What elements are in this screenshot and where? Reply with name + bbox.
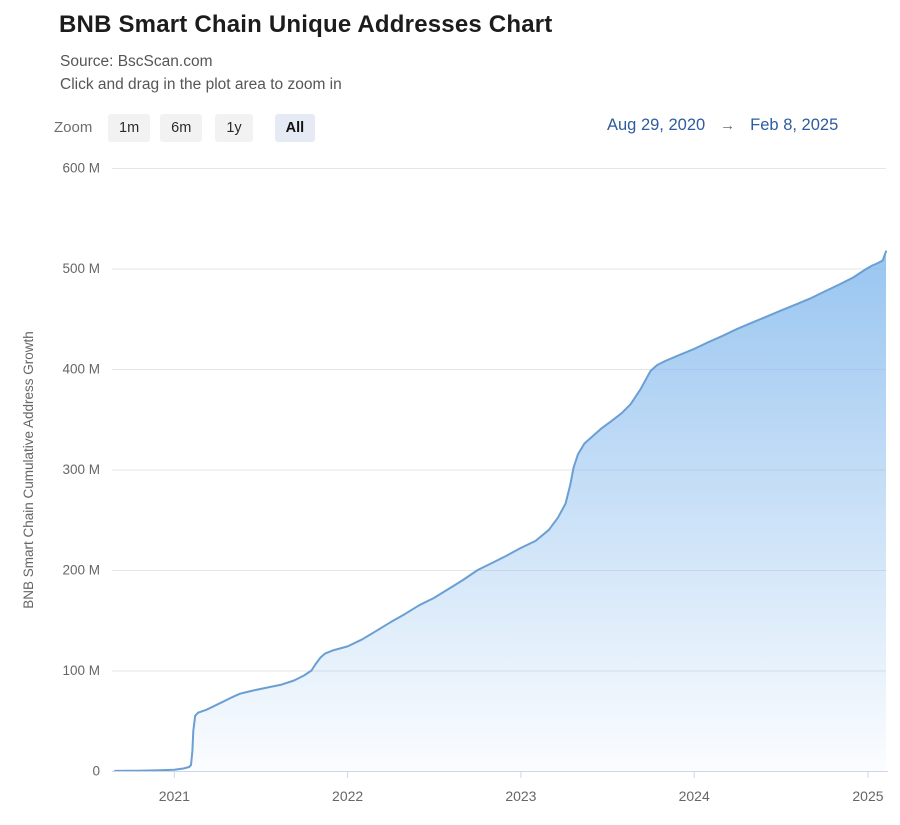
chart-zoom-hint: Click and drag in the plot area to zoom … — [60, 76, 342, 93]
y-axis-label: 100 M — [62, 663, 100, 678]
y-axis-label: 400 M — [62, 362, 100, 377]
date-range-selector: Aug 29, 2020 → Feb 8, 2025 — [607, 116, 838, 135]
range-from-input[interactable]: Aug 29, 2020 — [607, 116, 706, 134]
series-group — [114, 250, 887, 772]
zoom-label: Zoom — [54, 119, 93, 136]
x-axis-label: 2025 — [852, 788, 883, 804]
zoom-button-6m[interactable]: 6m — [160, 114, 203, 142]
plot-area[interactable] — [112, 168, 886, 771]
zoom-button-all[interactable]: All — [274, 114, 316, 142]
series-area — [115, 251, 886, 771]
page-title: BNB Smart Chain Unique Addresses Chart — [59, 11, 553, 38]
range-to-input[interactable]: Feb 8, 2025 — [750, 116, 839, 134]
zoom-button-1m[interactable]: 1m — [108, 114, 151, 142]
zoom-button-1y[interactable]: 1y — [215, 114, 253, 142]
y-axis-label: 300 M — [62, 462, 100, 477]
y-axis-label: 600 M — [62, 161, 100, 176]
axes-group — [112, 771, 888, 778]
y-axis-label: 0 — [92, 764, 100, 779]
x-axis-label: 2022 — [332, 788, 363, 804]
x-axis-label: 2021 — [159, 788, 190, 804]
y-axis-title: BNB Smart Chain Cumulative Address Growt… — [21, 331, 36, 609]
x-axis-label: 2023 — [505, 788, 536, 804]
axis-labels-group: 0 100 M 200 M 300 M 400 M 500 M 600 M 2021 2022 2… — [62, 161, 883, 805]
x-axis-label: 2024 — [679, 788, 710, 804]
y-axis-label: 200 M — [62, 563, 100, 578]
y-axis-label: 500 M — [62, 261, 100, 276]
series-line — [114, 250, 887, 772]
zoom-buttons: 1m 6m 1y All — [108, 114, 316, 142]
range-arrow-icon: → — [720, 117, 736, 134]
chart-source-subtitle: Source: BscScan.com — [60, 53, 213, 70]
